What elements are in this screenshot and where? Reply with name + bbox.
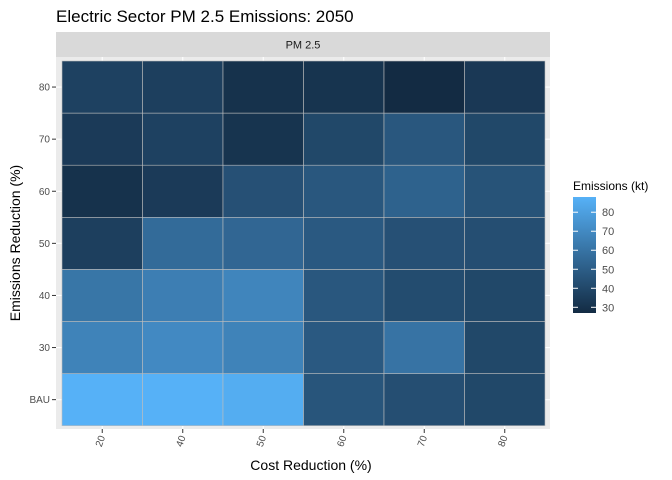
heatmap-cell [142, 112, 224, 166]
y-tick-label: 30 [39, 343, 51, 354]
x-tick-label: 20 [94, 434, 108, 449]
heatmap-cell [142, 164, 224, 218]
heatmap-cell [222, 217, 304, 270]
heatmap-cell [222, 373, 304, 427]
heatmap-cell [61, 269, 143, 322]
heatmap-cell [464, 373, 546, 427]
heatmap-cell [142, 60, 224, 114]
heatmap-cell [464, 269, 546, 322]
y-tick-label: 50 [39, 239, 51, 250]
heatmap-cell [303, 112, 385, 166]
y-tick-label: 60 [39, 187, 51, 198]
y-tick-label: 40 [39, 291, 51, 302]
legend-tick-label: 30 [602, 302, 614, 314]
x-tick-label: 40 [174, 434, 188, 449]
heatmap-cell [303, 164, 385, 218]
legend-colorbar [573, 197, 596, 313]
legend-title: Emissions (kt) [573, 179, 648, 193]
heatmap-cell [142, 269, 224, 322]
heatmap-cell [61, 321, 143, 374]
heatmap-cell [383, 373, 465, 427]
heatmap-cell [383, 321, 465, 374]
x-axis-title: Cost Reduction (%) [250, 457, 371, 473]
y-axis: BAU 30 40 50 60 70 80 [29, 83, 56, 406]
heatmap-cell [464, 112, 546, 166]
y-tick-label: BAU [29, 395, 50, 406]
facet-strip-label: PM 2.5 [286, 40, 321, 52]
heatmap-cell [222, 164, 304, 218]
legend-tick-label: 60 [602, 245, 614, 257]
heatmap-cell [303, 60, 385, 114]
heatmap-cell [383, 269, 465, 322]
legend-tick-label: 50 [602, 264, 614, 276]
heatmap-cell [464, 164, 546, 218]
legend-ticks: 30 40 50 60 70 80 [573, 207, 614, 314]
heatmap-cell [61, 164, 143, 218]
heatmap-cell [383, 164, 465, 218]
legend-tick-label: 70 [602, 226, 614, 238]
x-tick-label: 60 [335, 434, 349, 449]
heatmap-cell [464, 217, 546, 270]
heatmap-cell [222, 60, 304, 114]
heatmap-cell [142, 321, 224, 374]
y-tick-label: 80 [39, 83, 51, 94]
heatmap-cell [303, 373, 385, 427]
heatmap-cell [222, 112, 304, 166]
legend-tick-label: 80 [602, 207, 614, 219]
heatmap-cell [61, 60, 143, 114]
heatmap-cell [464, 321, 546, 374]
heatmap-cell [61, 373, 143, 427]
x-tick-label: 70 [416, 434, 430, 449]
heatmap-cell [61, 112, 143, 166]
legend: Emissions (kt) 30 40 50 60 70 80 [573, 179, 648, 314]
heatmap-cell [61, 217, 143, 270]
x-tick-label: 50 [255, 434, 269, 449]
heatmap-cell [303, 217, 385, 270]
heatmap-cell [383, 217, 465, 270]
heatmap-cells [61, 60, 546, 427]
heatmap-cell [303, 269, 385, 322]
heatmap-cell [464, 60, 546, 114]
legend-tick-label: 40 [602, 283, 614, 295]
x-axis: 20 40 50 60 70 80 [94, 429, 511, 448]
heatmap-cell [383, 112, 465, 166]
x-tick-label: 80 [496, 434, 510, 449]
facet-strip [56, 32, 550, 57]
y-tick-label: 70 [39, 135, 51, 146]
y-axis-title: Emissions Reduction (%) [7, 165, 23, 321]
heatmap-cell [142, 217, 224, 270]
heatmap-cell [303, 321, 385, 374]
heatmap-cell [383, 60, 465, 114]
chart-title: Electric Sector PM 2.5 Emissions: 2050 [56, 7, 354, 26]
heatmap-cell [222, 269, 304, 322]
heatmap-cell [142, 373, 224, 427]
heatmap-cell [222, 321, 304, 374]
